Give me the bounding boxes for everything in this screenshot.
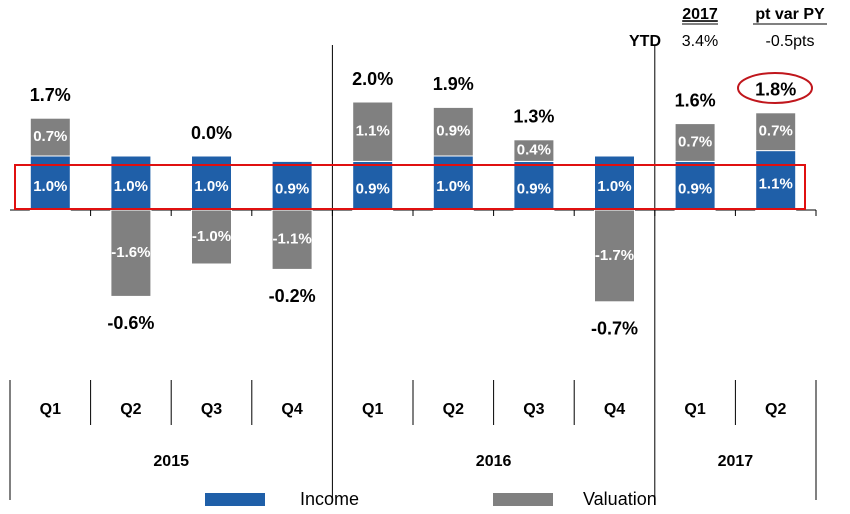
total-label: 2.0% <box>352 69 393 89</box>
ytd-cell: 3.4% <box>682 33 718 50</box>
segment-label: -1.0% <box>192 228 231 245</box>
bar-segment <box>271 209 313 270</box>
group-label: 2017 <box>718 453 754 470</box>
ytd-cell: -0.5pts <box>766 33 815 50</box>
legend-label: Valuation <box>583 489 657 509</box>
x-tick-label: Q1 <box>684 401 705 418</box>
total-label: 1.6% <box>675 90 716 110</box>
legend-label: Income <box>300 489 359 509</box>
x-tick-label: Q2 <box>443 401 464 418</box>
segment-label: 1.0% <box>597 178 631 195</box>
segment-label: 0.9% <box>436 123 470 140</box>
bar-segment <box>755 112 797 152</box>
total-label: -0.7% <box>591 319 638 339</box>
bar-segment <box>352 160 394 211</box>
highlight-ellipse <box>737 72 813 104</box>
x-tick-label: Q2 <box>765 401 786 418</box>
segment-label: 1.0% <box>194 178 228 195</box>
bar-segment <box>352 101 394 162</box>
x-tick-label: Q2 <box>120 401 141 418</box>
segment-label: 0.7% <box>678 133 712 150</box>
legend-swatch <box>205 493 265 506</box>
segment-label: 1.0% <box>436 178 470 195</box>
bar-segment <box>29 117 71 157</box>
segment-label: -1.1% <box>273 231 312 248</box>
plot: Q1 Q2 Q3 Q4 2015 Q1 Q2 Q3 Q4 2016 Q1 Q2 2017 1.0% 0.7%… <box>9 45 817 509</box>
segment-label: 0.7% <box>33 128 67 145</box>
bar-segment <box>271 160 313 211</box>
segment-label: -1.7% <box>595 247 634 264</box>
bar-segment <box>513 160 555 211</box>
segment-label: 0.9% <box>275 181 309 198</box>
x-tick-label: Q4 <box>604 401 625 418</box>
bar-segment <box>674 160 716 211</box>
group-label: 2016 <box>476 453 512 470</box>
segment-label: 1.0% <box>33 178 67 195</box>
total-label: -0.6% <box>107 313 154 333</box>
legend-swatch <box>493 493 553 506</box>
segment-label: -1.6% <box>111 244 150 261</box>
bar-segment <box>513 139 555 162</box>
x-tick-label: Q3 <box>201 401 222 418</box>
bar-segment <box>674 123 716 162</box>
x-tick-label: Q4 <box>281 401 302 418</box>
x-tick-label: Q3 <box>523 401 544 418</box>
highlight-box <box>14 164 806 210</box>
ytd-label: YTD <box>629 33 661 50</box>
x-tick-label: Q1 <box>40 401 61 418</box>
ytd-header: 2017 <box>682 6 718 23</box>
total-label: 1.8% <box>755 80 796 100</box>
segment-label: 0.9% <box>678 181 712 198</box>
segment-label: 0.9% <box>517 181 551 198</box>
total-label: 1.3% <box>513 107 554 127</box>
segment-label: 0.7% <box>759 123 793 140</box>
ytd-header: pt var PY <box>755 6 825 23</box>
x-tick-label: Q1 <box>362 401 383 418</box>
bar-segment <box>594 209 635 303</box>
total-label: -0.2% <box>269 286 316 306</box>
total-label: 0.0% <box>191 123 232 143</box>
bar-segment <box>432 106 474 157</box>
segment-label: 0.4% <box>517 142 551 159</box>
segment-label: 1.1% <box>356 123 390 140</box>
segment-label: 1.1% <box>759 175 793 192</box>
total-label: 1.9% <box>433 74 474 94</box>
segment-label: 1.0% <box>114 178 148 195</box>
total-label: 1.7% <box>30 85 71 105</box>
segment-label: 0.9% <box>356 181 390 198</box>
group-label: 2015 <box>153 453 189 470</box>
